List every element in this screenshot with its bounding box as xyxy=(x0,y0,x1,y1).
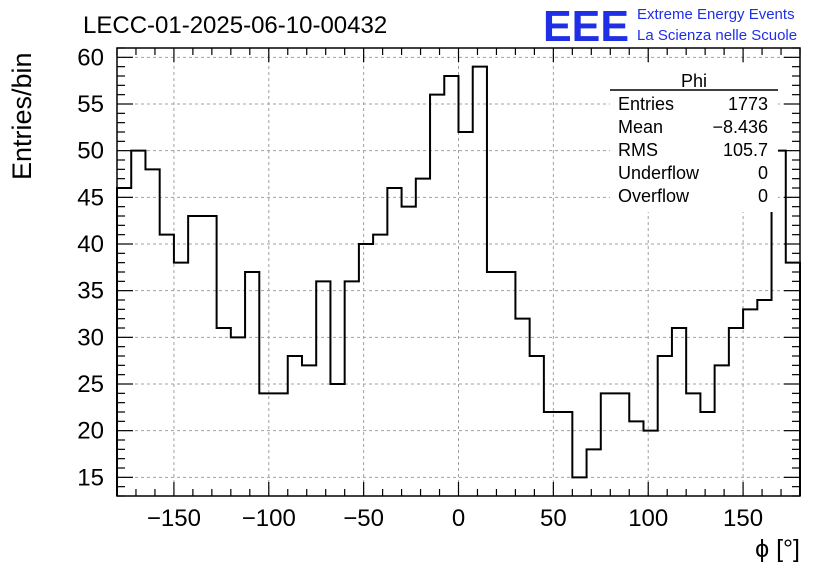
y-tick-label: 20 xyxy=(77,418,104,445)
x-axis-label: ϕ [°] xyxy=(755,535,800,563)
y-tick-label: 35 xyxy=(77,278,104,305)
stats-box-value: −8.436 xyxy=(712,117,768,137)
stats-box-label: Underflow xyxy=(618,163,700,183)
histogram-outline xyxy=(116,65,801,496)
y-axis-label: Entries/bin xyxy=(7,52,37,180)
y-tick-label: 45 xyxy=(77,184,104,211)
x-tick-label: 0 xyxy=(452,505,465,532)
stats-box-label: RMS xyxy=(618,140,658,160)
plot-frame xyxy=(116,47,801,497)
y-tick-labels: 15 20 25 30 35 40 45 50 55 60 xyxy=(77,44,104,491)
x-tick-label: 50 xyxy=(540,505,567,532)
y-tick-label: 60 xyxy=(77,44,104,71)
x-tick-label: −100 xyxy=(242,505,296,532)
stats-box-title: Phi xyxy=(681,71,707,91)
eee-logo: EEE xyxy=(543,2,629,51)
logo-line-1: Extreme Energy Events xyxy=(637,6,795,23)
y-tick-label: 30 xyxy=(77,324,104,351)
stats-box-rows: Entries 1773 Mean −8.436 RMS 105.7 Underflow 0 O… xyxy=(618,94,768,206)
stats-box: Phi Entries 1773 Mean −8.436 RMS 105.7 Underfl… xyxy=(610,66,778,212)
y-tick-label: 50 xyxy=(77,138,104,165)
y-tick-label: 55 xyxy=(77,91,104,118)
stats-box-value: 0 xyxy=(758,186,768,206)
y-tick-label: 15 xyxy=(77,464,104,491)
x-tick-label: −150 xyxy=(147,505,201,532)
stats-box-value: 1773 xyxy=(728,94,768,114)
y-tick-label: 40 xyxy=(77,231,104,258)
x-tick-label: 150 xyxy=(723,505,763,532)
stats-box-value: 105.7 xyxy=(723,140,768,160)
stats-box-value: 0 xyxy=(758,163,768,183)
logo-line-2: La Scienza nelle Scuole xyxy=(637,27,797,44)
chart-title: LECC-01-2025-06-10-00432 xyxy=(83,12,387,39)
stats-box-label: Entries xyxy=(618,94,674,114)
y-tick-label: 25 xyxy=(77,371,104,398)
stats-box-label: Overflow xyxy=(618,186,690,206)
x-tick-label: −50 xyxy=(343,505,384,532)
stats-box-label: Mean xyxy=(618,117,663,137)
x-tick-label: 100 xyxy=(628,505,668,532)
x-tick-labels: −150 −100 −50 0 50 100 150 xyxy=(147,505,763,532)
